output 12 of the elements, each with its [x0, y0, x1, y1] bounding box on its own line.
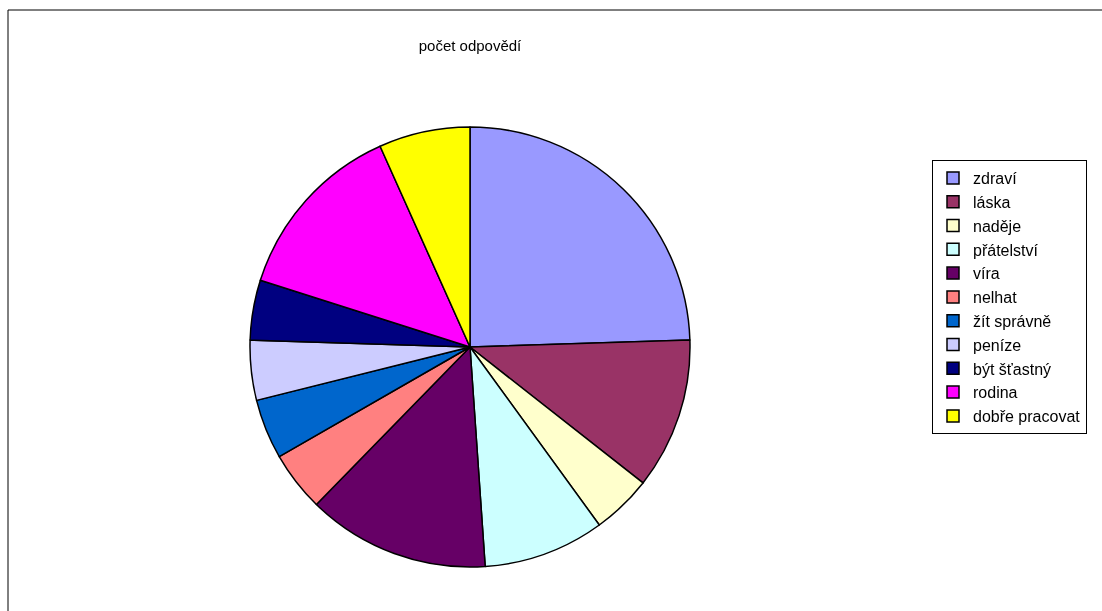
legend-label: dobře pracovat: [973, 408, 1081, 426]
legend-label: víra: [973, 265, 1000, 283]
legend-label: přátelství: [973, 241, 1039, 259]
legend-label: žít správně: [973, 312, 1052, 330]
legend-label: naděje: [973, 217, 1022, 235]
legend-label: rodina: [973, 384, 1018, 402]
legend-label: být šťastný: [973, 360, 1052, 378]
chart-title: počet odpovědí: [418, 37, 523, 55]
legend-label: zdraví: [973, 170, 1018, 188]
legend-label: peníze: [973, 336, 1022, 354]
legend-label: nelhat: [973, 289, 1018, 307]
legend-label: láska: [973, 193, 1011, 211]
